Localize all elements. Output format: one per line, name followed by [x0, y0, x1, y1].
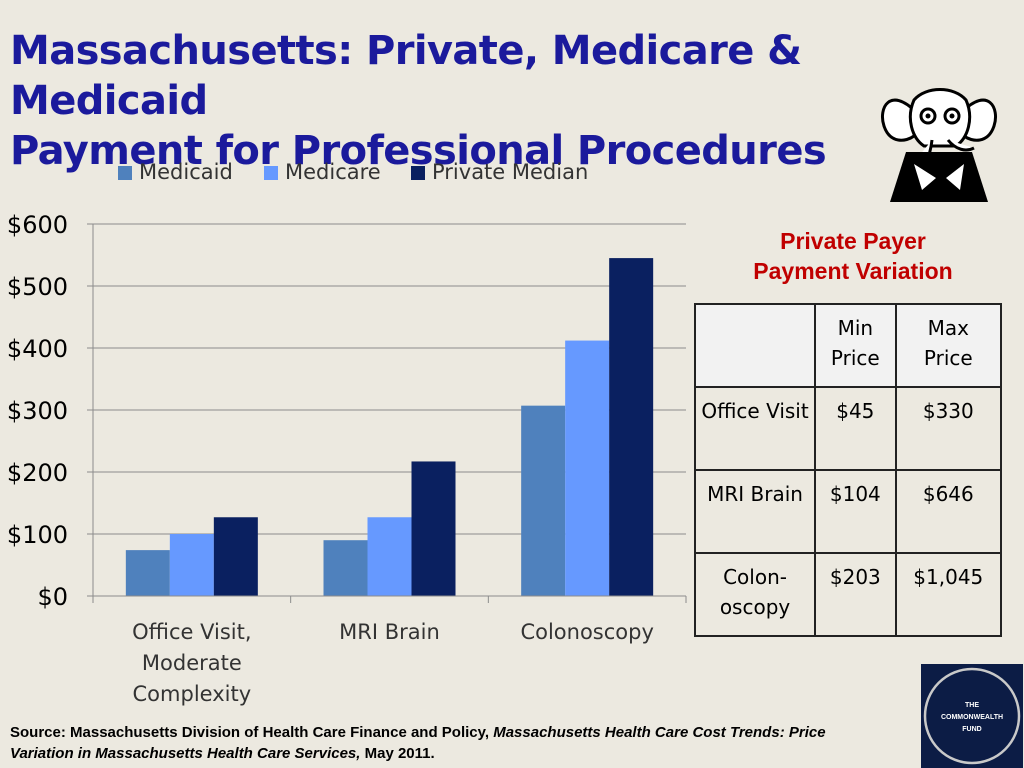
row-min-price: $203 — [814, 552, 897, 637]
x-tick-label: Colonoscopy — [520, 620, 653, 644]
bar-3-3 — [609, 258, 654, 596]
x-tick-label: Moderate — [142, 651, 242, 675]
bar-3-1 — [213, 517, 258, 596]
variation-title: Private Payer Payment Variation — [710, 226, 996, 286]
title-line-1: Massachusetts: Private, Medicare & Medic… — [10, 28, 802, 124]
legend-swatch-2 — [264, 166, 278, 180]
legend-label-2: Medicare — [285, 160, 381, 184]
x-tick-label: Complexity — [133, 682, 252, 706]
row-label: MRI Brain — [693, 469, 817, 554]
legend-swatch-1 — [118, 166, 132, 180]
y-tick-label: $400 — [7, 335, 68, 363]
legend-swatch-3 — [411, 166, 425, 180]
source-prefix: Source: Massachusetts Division of Health… — [10, 724, 494, 741]
source-citation: Source: Massachusetts Division of Health… — [10, 722, 890, 764]
row-max-price: $646 — [894, 469, 1003, 554]
row-label: Colon-oscopy — [693, 552, 817, 637]
bar-chart: Medicaid Medicare Private Median $0 $100 $20… — [7, 160, 687, 706]
source-publication: Massachusetts Health Care Cost Trends: P… — [10, 724, 826, 762]
table-row: MRI Brain $104 $646 — [693, 469, 1003, 554]
commonwealth-fund-logo: THE COMMONWEALTH FUND — [921, 664, 1023, 768]
page-title: Massachusetts: Private, Medicare & Medic… — [10, 26, 1000, 176]
y-tick-label: $0 — [37, 583, 68, 611]
bar-1-3 — [521, 405, 566, 596]
row-max-price: $1,045 — [894, 552, 1003, 637]
y-tick-label: $500 — [7, 273, 68, 301]
logo-line-3: FUND — [962, 726, 981, 733]
row-label: Office Visit — [693, 386, 817, 471]
table-row: Office Visit $45 $330 — [693, 386, 1003, 471]
logo-line-2: COMMONWEALTH — [941, 714, 1003, 721]
y-tick-label: $200 — [7, 459, 68, 487]
table-header-corner — [693, 303, 817, 388]
bar-3-2 — [411, 461, 456, 596]
legend-label-1: Medicaid — [139, 160, 233, 184]
chart-x-axis: Office Visit, Moderate Complexity MRI Brain… — [92, 595, 687, 706]
row-min-price: $104 — [814, 469, 897, 554]
chart-bars — [125, 258, 654, 596]
bar-2-2 — [367, 517, 412, 596]
chart-legend: Medicaid Medicare Private Median — [118, 160, 588, 184]
price-variation-table: Min Price Max Price Office Visit $45 $33… — [693, 303, 1003, 637]
logo-line-1: THE — [965, 702, 979, 709]
variation-title-line-1: Private Payer — [780, 228, 926, 254]
row-max-price: $330 — [894, 386, 1003, 471]
bar-2-1 — [169, 534, 214, 596]
chart-y-axis: $0 $100 $200 $300 $400 $500 $600 — [7, 211, 94, 611]
bar-1-1 — [125, 550, 170, 596]
variation-title-line-2: Payment Variation — [753, 258, 953, 284]
table-row: Colon-oscopy $203 $1,045 — [693, 552, 1003, 637]
bar-2-3 — [565, 340, 610, 596]
y-tick-label: $100 — [7, 521, 68, 549]
legend-label-3: Private Median — [432, 160, 588, 184]
table-header-min: Min Price — [814, 303, 897, 388]
table-header-max: Max Price — [894, 303, 1003, 388]
row-min-price: $45 — [814, 386, 897, 471]
x-tick-label: MRI Brain — [339, 620, 440, 644]
y-tick-label: $300 — [7, 397, 68, 425]
y-tick-label: $600 — [7, 211, 68, 239]
bar-1-2 — [323, 540, 368, 596]
source-suffix: May 2011. — [360, 745, 435, 762]
x-tick-label: Office Visit, — [132, 620, 251, 644]
table-header-row: Min Price Max Price — [693, 303, 1003, 388]
elephant-cartoon-icon — [881, 88, 997, 202]
